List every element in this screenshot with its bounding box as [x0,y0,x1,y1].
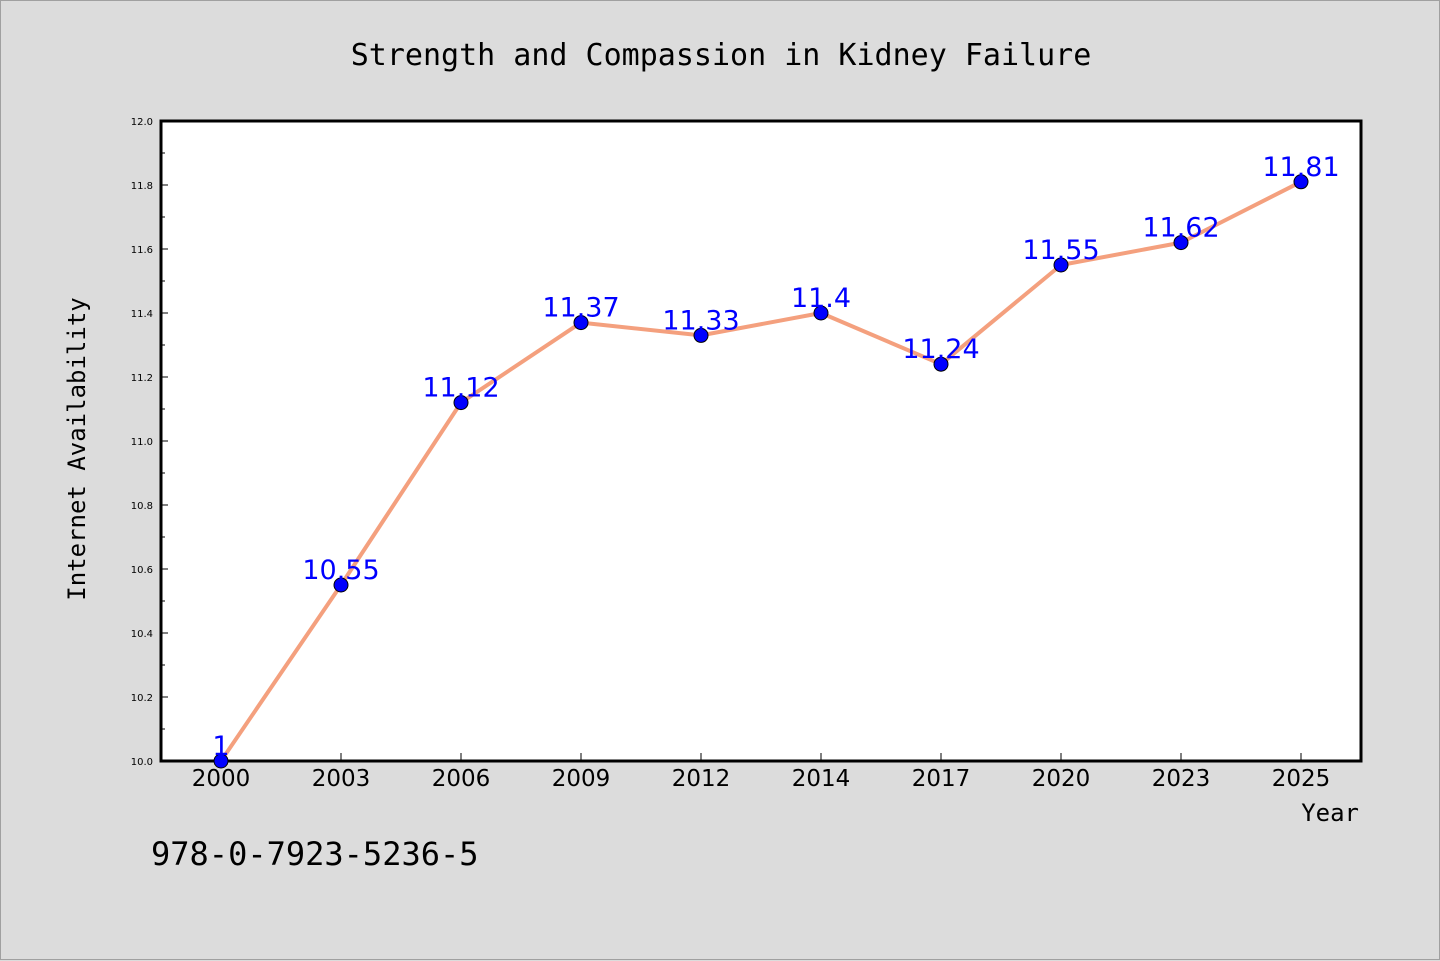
isbn-label: 978-0-7923-5236-5 [151,835,479,873]
data-label: 11.37 [542,293,619,324]
chart-title: Strength and Compassion in Kidney Failur… [351,38,1092,73]
data-label: 11.62 [1142,213,1219,244]
plot-area [159,119,1363,763]
data-point [813,305,829,321]
data-labels: 1 10.55 11.12 11.37 11.33 11.4 11.24 11.55 11.62… [212,152,1339,762]
x-tick-label: 2009 [552,766,611,792]
x-tick-label: 2000 [192,766,251,792]
data-label: 11.4 [791,283,851,314]
data-point [933,356,949,372]
x-axis-label: Year [1301,799,1359,827]
data-label: 11.33 [662,305,739,336]
data-point [213,753,229,769]
y-tick-label: 10.0 [131,757,153,768]
x-tick-label: 2014 [792,766,851,792]
x-tick-label: 2020 [1032,766,1091,792]
x-tick-label: 2006 [432,766,491,792]
y-tick-label: 10.4 [131,629,153,640]
data-label: 11.81 [1262,152,1339,183]
data-label: 11.24 [902,334,979,365]
data-label: 11.12 [422,373,499,404]
x-tick-label: 2003 [312,766,371,792]
y-tick-label: 11.6 [131,245,153,256]
y-tick-label: 11.0 [131,437,153,448]
y-tick-label: 11.2 [131,373,153,384]
data-point [1173,235,1189,251]
data-label: 10.55 [302,555,379,586]
x-tick-label: 2017 [912,766,971,792]
y-axis: 10.0 10.2 10.4 10.6 10.8 11.0 11.2 11.4 11.6 11.8… [131,117,168,768]
x-tick-label: 2012 [672,766,731,792]
y-tick-label: 10.8 [131,501,153,512]
y-tick-label: 11.8 [131,181,153,192]
series [213,174,1309,769]
x-tick-label: 2023 [1152,766,1211,792]
data-point [1053,257,1069,273]
data-point [453,395,469,411]
series-line [219,180,1302,763]
y-tick-label: 12.0 [131,117,153,128]
y-tick-label: 10.2 [131,693,153,704]
data-point [1293,174,1309,190]
data-point [573,315,589,331]
data-point [333,577,349,593]
data-point [693,327,709,343]
x-axis: 2000 2003 2006 2009 2012 2014 2017 2020 2023 2025 [192,753,1331,792]
y-tick-label: 10.6 [131,565,153,576]
data-label: 11.55 [1022,235,1099,266]
data-label: 1 [212,731,229,762]
x-tick-label: 2025 [1272,766,1331,792]
y-tick-label: 11.4 [131,309,153,320]
y-axis-label: Internet Availability [63,297,91,600]
